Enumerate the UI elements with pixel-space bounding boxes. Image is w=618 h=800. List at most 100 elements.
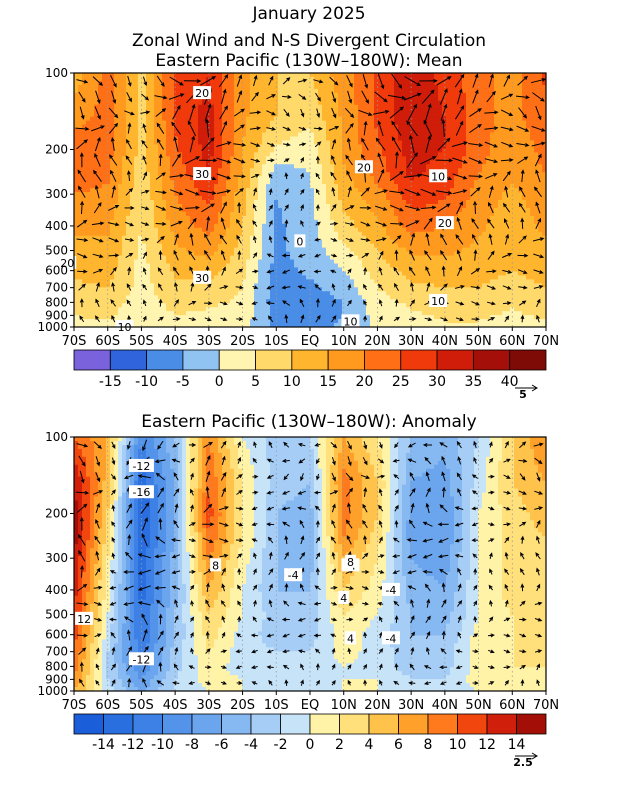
mean-field-cell (406, 180, 411, 185)
mean-field-cell (534, 219, 539, 225)
mean-field-cell (362, 100, 367, 106)
mean-field-cell (290, 100, 295, 106)
mean-field-cell (282, 227, 287, 233)
mean-field-cell (378, 148, 383, 153)
mean-field-cell (218, 203, 223, 209)
mean-field-cell (134, 227, 139, 233)
mean-field-cell (434, 200, 439, 205)
mean-field-cell (174, 116, 179, 122)
mean-field-cell (394, 192, 399, 197)
mean-field-cell (286, 211, 291, 217)
mean-field-cell (170, 180, 175, 185)
mean-field-cell (438, 73, 443, 78)
mean-field-cell (154, 132, 159, 138)
mean-field-cell (170, 196, 175, 201)
mean-field-cell (190, 180, 195, 185)
mean-field-cell (422, 96, 427, 102)
mean-field-cell (290, 84, 295, 90)
mean-field-cell (474, 132, 479, 138)
mean-field-cell (398, 104, 403, 110)
mean-field-cell (502, 100, 507, 106)
mean-field-cell (298, 152, 303, 157)
mean-field-cell (106, 227, 111, 233)
mean-field-cell (282, 188, 287, 193)
mean-field-cell (74, 144, 79, 150)
mean-field-cell (90, 148, 95, 153)
mean-field-cell (182, 180, 187, 185)
mean-field-cell (286, 160, 291, 165)
mean-field-cell (146, 148, 151, 153)
mean-field-cell (174, 108, 179, 114)
mean-field-cell (306, 80, 311, 86)
mean-field-cell (338, 144, 343, 150)
mean-field-cell (490, 203, 495, 209)
mean-field-cell (386, 211, 391, 217)
mean-field-cell (174, 223, 179, 229)
mean-field-cell (398, 80, 403, 86)
mean-field-cell (238, 180, 243, 185)
mean-field-cell (334, 148, 339, 153)
mean-field-cell (114, 88, 119, 94)
mean-field-cell (454, 140, 459, 146)
mean-field-cell (102, 219, 107, 225)
mean-field-cell (494, 231, 499, 237)
mean-field-cell (394, 227, 399, 233)
mean-field-cell (270, 96, 275, 102)
mean-field-cell (274, 176, 279, 181)
mean-field-cell (182, 84, 187, 90)
mean-field-cell (314, 148, 319, 153)
mean-field-cell (234, 227, 239, 233)
mean-field-cell (366, 80, 371, 86)
mean-field-cell (478, 180, 483, 185)
mean-field-cell (326, 80, 331, 86)
mean-field-cell (318, 223, 323, 229)
mean-field-cell (418, 148, 423, 153)
mean-field-cell (438, 160, 443, 165)
mean-field-cell (202, 160, 207, 165)
mean-field-cell (210, 196, 215, 201)
mean-field-cell (86, 164, 91, 169)
mean-field-cell (242, 231, 247, 237)
mean-field-cell (518, 192, 523, 197)
mean-field-cell (498, 128, 503, 134)
mean-field-cell (102, 108, 107, 114)
mean-field-cell (414, 73, 419, 78)
mean-field-cell (418, 80, 423, 86)
mean-field-cell (326, 188, 331, 193)
mean-field-cell (298, 219, 303, 225)
mean-field-cell (202, 188, 207, 193)
mean-field-cell (258, 128, 263, 134)
mean-field-cell (422, 219, 427, 225)
mean-field-cell (90, 136, 95, 142)
mean-field-cell (482, 128, 487, 134)
mean-field-cell (262, 192, 267, 197)
mean-field-cell (514, 76, 519, 82)
mean-field-cell (142, 188, 147, 193)
mean-field-cell (318, 164, 323, 169)
mean-field-cell (366, 176, 371, 181)
mean-field-cell (478, 184, 483, 189)
mean-field-cell (318, 192, 323, 197)
mean-field-cell (230, 148, 235, 153)
mean-field-cell (522, 120, 527, 126)
mean-field-cell (198, 152, 203, 157)
mean-field-cell (262, 116, 267, 122)
mean-field-cell (182, 215, 187, 221)
mean-field-cell (386, 200, 391, 205)
mean-field-cell (190, 100, 195, 106)
mean-field-cell (234, 203, 239, 209)
mean-field-cell (90, 140, 95, 146)
mean-field-cell (358, 76, 363, 82)
mean-field-cell (290, 235, 295, 241)
mean-field-cell (74, 184, 79, 189)
mean-field-cell (486, 164, 491, 169)
mean-field-cell (294, 128, 299, 134)
mean-field-cell (246, 223, 251, 229)
mean-field-cell (318, 88, 323, 94)
mean-field-cell (334, 160, 339, 165)
mean-field-cell (406, 144, 411, 150)
mean-field-cell (378, 207, 383, 213)
mean-field-cell (454, 104, 459, 110)
mean-field-cell (326, 160, 331, 165)
mean-field-cell (110, 132, 115, 138)
